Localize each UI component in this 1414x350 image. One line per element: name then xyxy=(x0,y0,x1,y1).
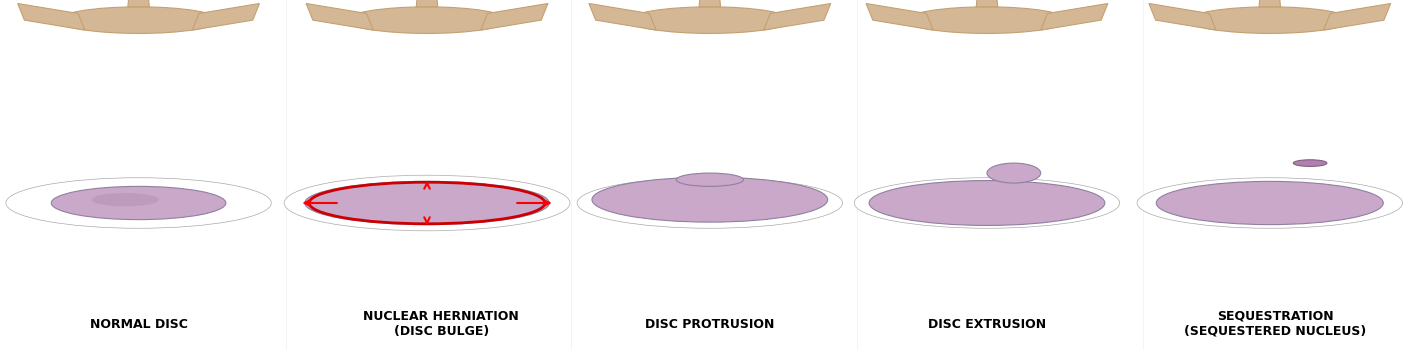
Polygon shape xyxy=(1041,4,1107,30)
Ellipse shape xyxy=(987,163,1041,183)
Ellipse shape xyxy=(1294,160,1326,166)
Text: NUCLEAR HERNIATION
(DISC BULGE): NUCLEAR HERNIATION (DISC BULGE) xyxy=(363,310,519,338)
Ellipse shape xyxy=(906,188,1068,218)
Text: DISC EXTRUSION: DISC EXTRUSION xyxy=(928,318,1046,331)
Ellipse shape xyxy=(37,184,240,222)
Polygon shape xyxy=(1258,0,1281,7)
Ellipse shape xyxy=(1157,181,1383,225)
Ellipse shape xyxy=(58,188,219,218)
Ellipse shape xyxy=(17,180,260,226)
Ellipse shape xyxy=(619,186,800,220)
Text: SEQUESTRATION
(SEQUESTERED NUCLEUS): SEQUESTRATION (SEQUESTERED NUCLEUS) xyxy=(1185,310,1366,338)
Ellipse shape xyxy=(284,175,570,231)
Ellipse shape xyxy=(906,7,1068,34)
Ellipse shape xyxy=(854,178,1120,228)
Ellipse shape xyxy=(6,178,271,228)
Ellipse shape xyxy=(318,182,536,224)
Polygon shape xyxy=(699,0,721,7)
Ellipse shape xyxy=(296,177,559,229)
Ellipse shape xyxy=(1189,7,1350,34)
Polygon shape xyxy=(305,4,373,30)
Ellipse shape xyxy=(676,173,744,186)
Ellipse shape xyxy=(341,186,513,220)
Ellipse shape xyxy=(629,188,790,218)
Ellipse shape xyxy=(865,180,1109,226)
Polygon shape xyxy=(764,4,830,30)
Ellipse shape xyxy=(598,182,822,224)
Ellipse shape xyxy=(51,186,226,220)
Polygon shape xyxy=(192,4,259,30)
Polygon shape xyxy=(1324,4,1390,30)
Ellipse shape xyxy=(588,180,831,226)
Ellipse shape xyxy=(1179,186,1360,220)
Polygon shape xyxy=(865,4,933,30)
Polygon shape xyxy=(127,0,150,7)
Ellipse shape xyxy=(305,181,549,225)
Ellipse shape xyxy=(92,193,158,206)
Polygon shape xyxy=(18,4,85,30)
Ellipse shape xyxy=(307,180,547,226)
Polygon shape xyxy=(976,0,998,7)
Ellipse shape xyxy=(875,182,1099,224)
Ellipse shape xyxy=(1168,184,1372,222)
Ellipse shape xyxy=(1137,178,1403,228)
Ellipse shape xyxy=(1158,182,1381,224)
Ellipse shape xyxy=(48,186,229,220)
Polygon shape xyxy=(1148,4,1216,30)
Ellipse shape xyxy=(885,184,1089,222)
Polygon shape xyxy=(481,4,547,30)
Ellipse shape xyxy=(896,186,1077,220)
Ellipse shape xyxy=(346,7,508,34)
Ellipse shape xyxy=(629,7,790,34)
Ellipse shape xyxy=(577,178,843,228)
Ellipse shape xyxy=(1148,180,1391,226)
Ellipse shape xyxy=(27,182,250,224)
Ellipse shape xyxy=(329,184,525,222)
Ellipse shape xyxy=(870,181,1104,225)
Ellipse shape xyxy=(1189,188,1350,218)
Polygon shape xyxy=(416,0,438,7)
Polygon shape xyxy=(588,4,656,30)
Ellipse shape xyxy=(592,177,827,222)
Ellipse shape xyxy=(608,184,812,222)
Text: NORMAL DISC: NORMAL DISC xyxy=(89,318,188,331)
Ellipse shape xyxy=(58,7,219,34)
Text: DISC PROTRUSION: DISC PROTRUSION xyxy=(645,318,775,331)
